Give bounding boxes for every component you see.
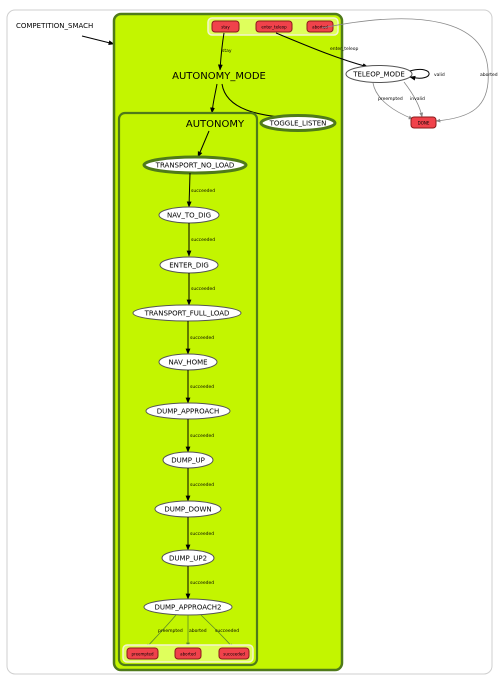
edge-aborted xyxy=(321,18,489,123)
autonomy-label: AUTONOMY xyxy=(186,119,245,130)
state-dump-down-label: DUMP_DOWN xyxy=(164,506,211,514)
edge-succeeded-4-label: succeeded xyxy=(190,335,214,341)
edge-succeeded-1 xyxy=(186,172,192,208)
edge-succeeded-1-label: succeeded xyxy=(191,188,215,194)
state-transport-full-load xyxy=(132,304,242,322)
outcome-aborted-label: aborted xyxy=(312,25,328,30)
outcome-aborted-autonomy xyxy=(174,647,202,660)
outcome-preempted xyxy=(126,647,159,660)
edge-autonomy-entry xyxy=(197,130,210,158)
outcome-aborted xyxy=(306,20,334,33)
edge-succeeded-3-label: succeeded xyxy=(191,286,215,292)
outcome-succeeded xyxy=(218,647,250,660)
root-entry-edge xyxy=(81,35,115,46)
state-transport-no-load xyxy=(142,155,248,175)
state-dump-approach-label: DUMP_APPROACH xyxy=(157,408,220,416)
outcome-stay-label: stay xyxy=(221,25,230,30)
edge-stay xyxy=(217,32,225,71)
state-nav-to-dig-label: NAV_TO_DIG xyxy=(167,212,211,220)
edge-succeeded-9-label: succeeded xyxy=(190,580,214,586)
outcome-enter-teleop xyxy=(255,20,293,33)
state-toggle-listen xyxy=(259,114,337,132)
state-dump-up2-label: DUMP_UP2 xyxy=(169,555,207,563)
state-transport-no-load-label: TRANSPORT_NO_LOAD xyxy=(155,162,235,170)
state-enter-dig-label: ENTER_DIG xyxy=(169,262,209,270)
edge-invalid-label: invalid xyxy=(410,96,425,102)
edge-preempted-teleop-label: preempted xyxy=(378,96,403,102)
edge-succeeded-autonomy-label: succeeded xyxy=(215,628,239,634)
edge-aborted-label: aborted xyxy=(480,72,498,78)
root-label: COMPETITION_SMACH xyxy=(16,22,93,30)
edge-succeeded-8-label: succeeded xyxy=(190,531,214,537)
edge-aborted-autonomy-label: aborted xyxy=(189,628,207,634)
state-nav-home-label: NAV_HOME xyxy=(168,359,207,367)
state-done xyxy=(410,116,437,129)
state-teleop-mode xyxy=(345,65,413,83)
state-dump-up-label: DUMP_UP xyxy=(171,457,205,465)
outcome-aborted-autonomy-text: aborted xyxy=(180,652,196,657)
state-toggle-listen-label: TOGGLE_LISTEN xyxy=(269,120,327,128)
outcome-stay xyxy=(211,20,240,33)
edge-to-autonomy xyxy=(210,83,218,114)
edge-succeeded-7-label: succeeded xyxy=(190,482,214,488)
edge-enter-teleop xyxy=(275,32,369,68)
edge-preempted-teleop xyxy=(372,82,414,120)
state-teleop-mode-label: TELEOP_MODE xyxy=(352,71,405,79)
edge-preempted-autonomy-label: preempted xyxy=(158,628,183,634)
edge-stay-label: stay xyxy=(222,48,232,54)
edge-succeeded-5-label: succeeded xyxy=(190,384,214,390)
state-dump-approach2-label: DUMP_APPROACH2 xyxy=(154,604,221,612)
autonomy-mode-label: AUTONOMY_MODE xyxy=(172,71,266,82)
state-transport-full-load-label: TRANSPORT_FULL_LOAD xyxy=(144,310,230,318)
outcome-preempted-label: preempted xyxy=(131,652,153,657)
outcome-enter-teleop-label: enter_teleop xyxy=(261,25,287,30)
edge-succeeded-2-label: succeeded xyxy=(191,237,215,243)
edge-invalid xyxy=(403,81,424,118)
edge-enter-teleop-label: enter_teleop xyxy=(330,46,359,52)
outcome-succeeded-label: succeeded xyxy=(223,652,245,657)
edge-valid-label: valid xyxy=(434,72,445,78)
state-done-label: DONE xyxy=(418,121,430,126)
edge-valid xyxy=(409,69,430,81)
edge-succeeded-6-label: succeeded xyxy=(190,433,214,439)
